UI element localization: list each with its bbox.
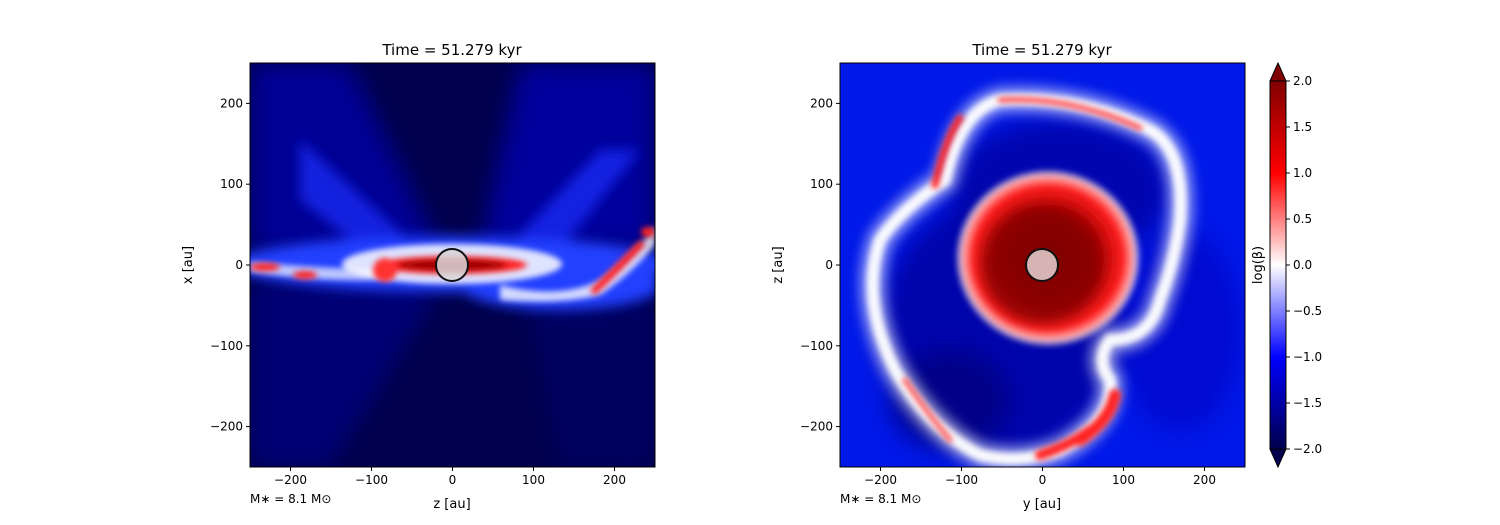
panel-right-x-tick-label: −100 <box>945 473 978 487</box>
panel-right-y-tick-label: −100 <box>800 339 833 353</box>
panel-left-sink-marker <box>435 248 469 282</box>
panel-right-sink-marker <box>1025 248 1059 282</box>
panel-left-x-tick-label: −100 <box>355 473 388 487</box>
panel-left-x-tick-label: 0 <box>449 473 457 487</box>
panel-left-y-ticks: −200 −100 0 100 200 <box>210 96 250 434</box>
colorbar-tick-label: 2.0 <box>1293 74 1312 88</box>
panel-right-y-tick-label: −200 <box>800 420 833 434</box>
panel-right-x-ticks: −200 −100 0 100 200 <box>864 467 1216 487</box>
panel-left-y-tick-label: 100 <box>220 177 243 191</box>
panel-right-x-tick-label: 100 <box>1112 473 1135 487</box>
panel-right-x-tick-label: −200 <box>864 473 897 487</box>
panel-left-ylabel: x [au] <box>181 246 196 284</box>
panel-right: Time = 51.279 kyr <box>771 41 1246 512</box>
colorbar-tick-label: −2.0 <box>1293 442 1322 456</box>
colorbar-extend-top <box>1269 61 1287 82</box>
colorbar-tick-label: 0.0 <box>1293 258 1312 272</box>
colorbar-tick-label: 1.5 <box>1293 120 1312 134</box>
colorbar-tick-label: 1.0 <box>1293 166 1312 180</box>
colorbar-tick-label: −1.5 <box>1293 396 1322 410</box>
panel-right-y-ticks: −200 −100 0 100 200 <box>800 96 840 434</box>
panel-left-x-ticks: −200 −100 0 100 200 <box>274 467 626 487</box>
panel-left-y-tick-label: 0 <box>235 258 243 272</box>
panel-right-xlabel: y [au] <box>1023 497 1061 512</box>
panel-right-ylabel: z [au] <box>771 246 786 283</box>
panel-left-xlabel: z [au] <box>433 497 470 512</box>
panel-right-y-tick-label: 0 <box>825 258 833 272</box>
colorbar-gradient <box>1269 80 1287 450</box>
panel-left-y-tick-label: 200 <box>220 96 243 110</box>
colorbar-tick-label: 0.5 <box>1293 212 1312 226</box>
panel-left-x-tick-label: 200 <box>603 473 626 487</box>
panel-right-y-tick-label: 100 <box>810 177 833 191</box>
panel-right-y-tick-label: 200 <box>810 96 833 110</box>
panel-left: Time = 51.279 kyr <box>181 41 656 512</box>
panel-right-mass-annotation: M∗ = 8.1 M⊙ <box>840 492 921 506</box>
colorbar: 2.0 1.5 1.0 0.5 0.0 −0.5 −1.0 −1.5 −2.0 log(β) <box>1251 61 1322 469</box>
colorbar-label: log(β) <box>1251 246 1266 284</box>
panel-right-x-tick-label: 0 <box>1039 473 1047 487</box>
panel-right-title: Time = 51.279 kyr <box>971 41 1112 59</box>
panel-left-x-tick-label: −200 <box>274 473 307 487</box>
colorbar-extend-bottom <box>1269 448 1287 469</box>
panel-right-x-tick-label: 200 <box>1193 473 1216 487</box>
panel-left-mass-annotation: M∗ = 8.1 M⊙ <box>250 492 331 506</box>
colorbar-ticks: 2.0 1.5 1.0 0.5 0.0 −0.5 −1.0 −1.5 −2.0 <box>1286 74 1322 456</box>
panel-left-y-tick-label: −100 <box>210 339 243 353</box>
colorbar-tick-label: −0.5 <box>1293 304 1322 318</box>
panel-left-x-tick-label: 100 <box>522 473 545 487</box>
panel-left-title: Time = 51.279 kyr <box>381 41 522 59</box>
panel-right-heatmap <box>840 63 1245 467</box>
panel-left-y-tick-label: −200 <box>210 420 243 434</box>
colorbar-tick-label: −1.0 <box>1293 350 1322 364</box>
